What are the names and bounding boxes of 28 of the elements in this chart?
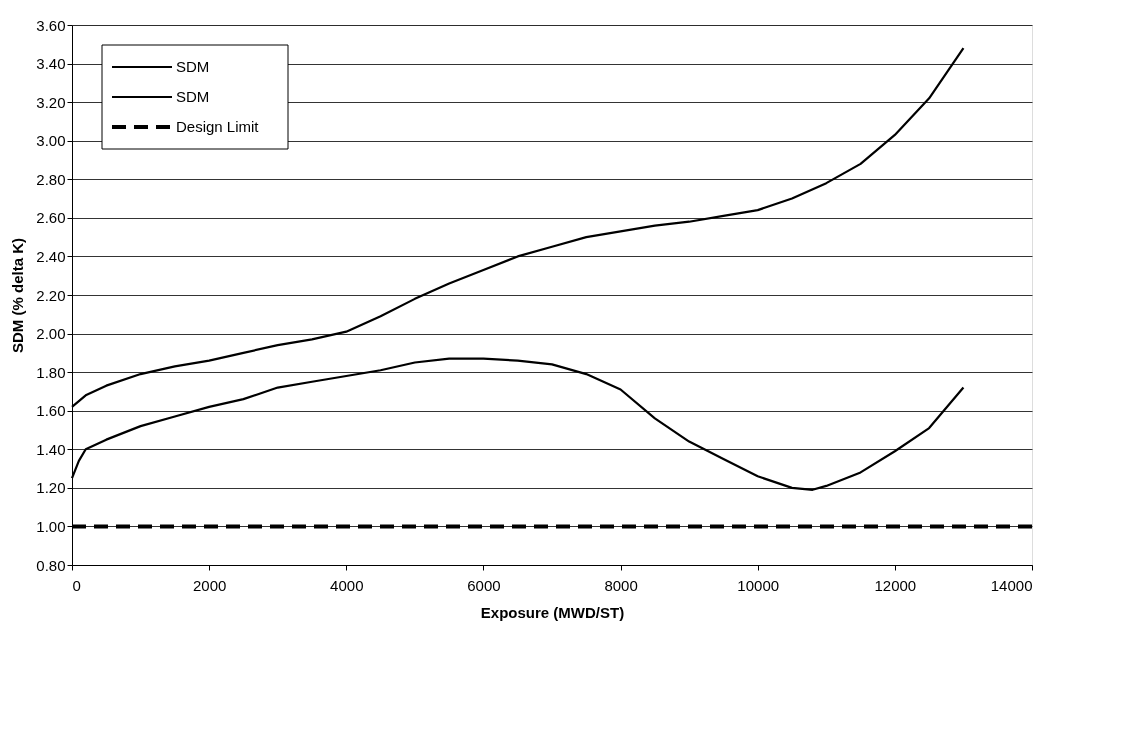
x-tick-label: 10000 xyxy=(737,576,780,594)
x-tick-label: 2000 xyxy=(192,576,227,594)
y-tick-label: 3.00 xyxy=(36,132,66,150)
x-tick-label: 12000 xyxy=(874,576,917,594)
y-tick-label: 3.60 xyxy=(36,16,66,34)
y-tick-label: 2.20 xyxy=(36,286,66,304)
y-tick-label: 2.40 xyxy=(36,247,66,265)
y-tick-label: 2.80 xyxy=(36,170,66,188)
x-tick-label: 0 xyxy=(72,576,81,594)
x-tick-label: 8000 xyxy=(604,576,638,594)
y-tick-label: 1.40 xyxy=(36,440,66,458)
legend-label: SDM xyxy=(176,88,210,105)
y-tick-label: 3.20 xyxy=(36,93,66,111)
x-axis-title: Exposure (MWD/ST) xyxy=(480,603,625,621)
x-tick-label: 6000 xyxy=(467,576,501,594)
y-tick-label: 1.20 xyxy=(36,479,66,497)
y-tick-label: 3.40 xyxy=(36,55,66,73)
y-tick-label: 2.00 xyxy=(36,325,66,343)
y-axis-title: SDM (% delta K) xyxy=(9,237,27,354)
y-tick-label: 1.80 xyxy=(36,363,66,381)
x-tick-label: 14000 xyxy=(990,576,1033,594)
y-tick-label: 0.80 xyxy=(36,556,66,574)
legend-label: SDM xyxy=(176,58,210,75)
y-tick-label: 1.60 xyxy=(36,402,66,420)
x-tick-label: 4000 xyxy=(330,576,364,594)
legend-label: Design Limit xyxy=(176,118,260,135)
y-tick-label: 2.60 xyxy=(36,209,66,227)
y-tick-label: 1.00 xyxy=(36,517,66,535)
